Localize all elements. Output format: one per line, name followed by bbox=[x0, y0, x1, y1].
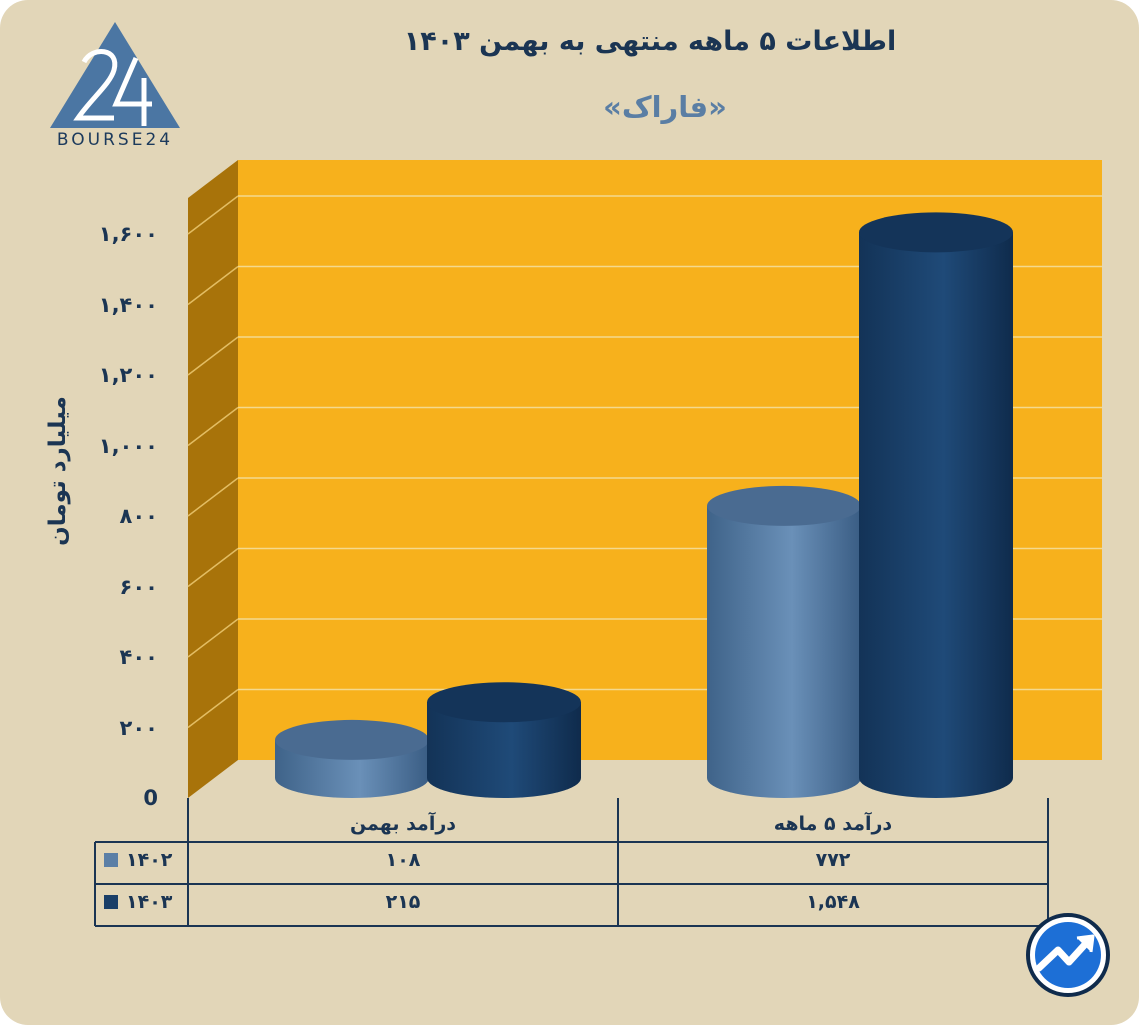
logo-wordmark: BOURSE24 bbox=[56, 130, 174, 150]
bar-top bbox=[859, 212, 1013, 253]
bar-top bbox=[427, 682, 581, 723]
table-cell: ۱,۵۴۸ bbox=[806, 891, 860, 913]
bar bbox=[707, 485, 861, 798]
y-tick-label: ۱,۰۰۰ bbox=[98, 433, 158, 458]
y-tick-label: ۶۰۰ bbox=[119, 574, 158, 599]
gridline bbox=[187, 336, 239, 376]
table-cell: ۲۱۵ bbox=[385, 891, 421, 913]
gridline bbox=[187, 477, 239, 517]
category-label: درآمد بهمن bbox=[349, 813, 457, 835]
bar-top bbox=[707, 485, 861, 526]
gridline bbox=[187, 406, 239, 447]
gridline bbox=[187, 618, 239, 658]
chart-subtitle: «فاراک» bbox=[603, 90, 727, 124]
legend-swatch bbox=[104, 853, 118, 867]
bar bbox=[275, 719, 429, 798]
bars bbox=[275, 212, 1013, 798]
gridline bbox=[187, 688, 239, 729]
bar-top bbox=[275, 719, 429, 760]
y-tick-label: ۱,۲۰۰ bbox=[98, 363, 158, 387]
gridline bbox=[187, 195, 239, 235]
chart-title: اطلاعات ۵ ماهه منتهی به بهمن ۱۴۰۳ bbox=[403, 26, 897, 57]
bar-body bbox=[859, 232, 1013, 798]
bar bbox=[427, 682, 581, 798]
legend-entry: ۱۴۰۲ bbox=[100, 848, 186, 872]
legend-label: ۱۴۰۲ bbox=[126, 849, 173, 871]
legend-label: ۱۴۰۳ bbox=[126, 891, 173, 913]
rising-chart-arrow-icon bbox=[1026, 913, 1110, 997]
y-tick-label: ۱,۶۰۰ bbox=[98, 222, 158, 246]
legend-swatch bbox=[104, 895, 118, 909]
legend-entry: ۱۴۰۳ bbox=[100, 890, 186, 914]
y-tick-label: ۲۰۰ bbox=[119, 715, 158, 740]
bar bbox=[859, 212, 1013, 798]
y-tick-label: ۸۰۰ bbox=[119, 504, 158, 528]
bar-body bbox=[427, 702, 581, 798]
table-cell: ۱۰۸ bbox=[385, 849, 421, 871]
bourse24-logo-icon bbox=[50, 22, 180, 128]
category-label: درآمد ۵ ماهه bbox=[773, 813, 893, 835]
table-cell: ۷۷۲ bbox=[815, 849, 851, 871]
plot-side-wall bbox=[188, 160, 238, 798]
data-table-grid bbox=[94, 798, 1049, 927]
y-tick-label: ۱,۴۰۰ bbox=[98, 292, 158, 317]
y-tick-label: ۴۰۰ bbox=[119, 645, 158, 669]
bar-body bbox=[707, 505, 861, 798]
gridline bbox=[187, 547, 239, 588]
gridline bbox=[187, 265, 239, 306]
y-tick-label: 0 bbox=[143, 786, 158, 810]
